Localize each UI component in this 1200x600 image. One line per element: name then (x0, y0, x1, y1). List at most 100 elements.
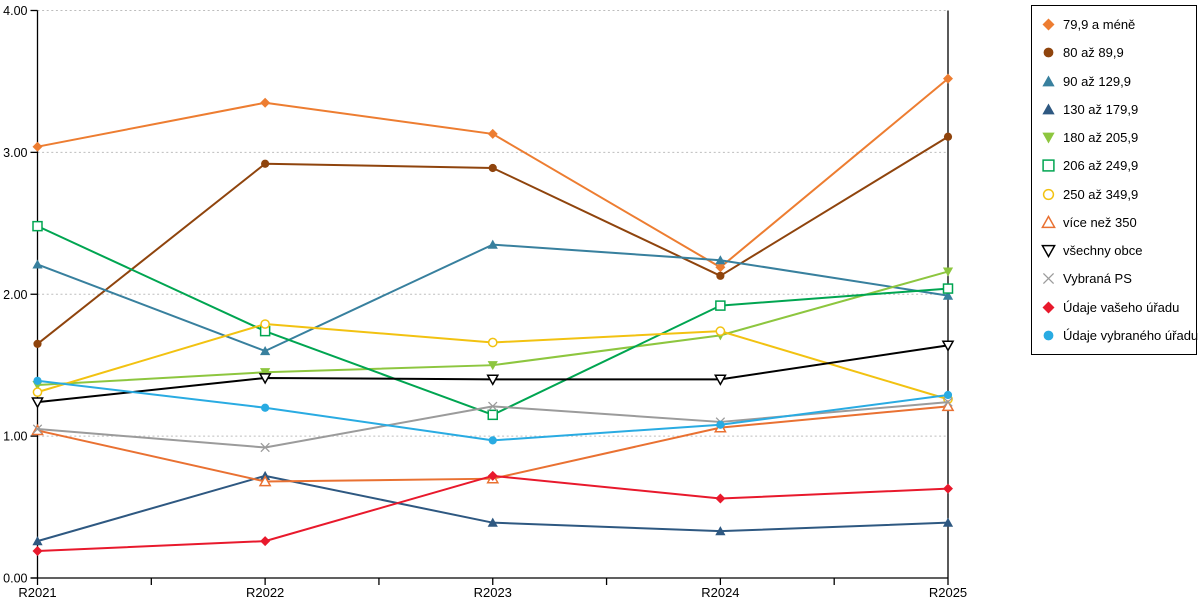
legend-label: Údaje vybraného úřadu (1063, 327, 1199, 343)
triangle-up-marker-icon (487, 239, 498, 249)
x-open-icon (1042, 273, 1055, 285)
triangle-up-open-icon (1041, 214, 1056, 229)
triangle-up-marker-icon (1042, 75, 1055, 86)
triangle-up-marker-icon (260, 346, 271, 356)
legend-item: Vybraná PS (1041, 271, 1192, 286)
circle-marker-icon (715, 326, 726, 336)
triangle-down-marker-icon (260, 368, 271, 378)
y-tick-label: 4.00 (3, 4, 27, 18)
circle-open-icon (1042, 188, 1055, 200)
square-marker-icon (1042, 159, 1055, 172)
triangle-down-open-icon (1041, 244, 1056, 259)
triangle-down-marker-icon (258, 373, 272, 385)
legend: 79,9 a méně 80 až 89,9 90 až 129,9 130 až 1… (1031, 5, 1198, 355)
triangle-up-marker-icon (32, 259, 43, 269)
triangle-down-marker-icon (1041, 244, 1056, 259)
legend-item: Údaje vybraného úřadu (1041, 328, 1198, 343)
x-marker-icon (1042, 273, 1055, 285)
legend-label: 79,9 a méně (1063, 17, 1136, 32)
legend-label: Vybraná PS (1063, 271, 1132, 287)
x-tick-label: R2023 (474, 585, 512, 600)
circle-marker-icon (1043, 47, 1054, 58)
x-tick-label: R2022 (246, 585, 284, 600)
circle-marker-icon (1043, 330, 1054, 341)
square-marker-icon (32, 220, 43, 232)
x-marker-icon (488, 401, 498, 412)
series-line (36, 225, 949, 416)
circle-marker-icon (943, 132, 953, 141)
diamond-marker-icon (715, 262, 726, 273)
diamond-marker-icon (943, 483, 953, 494)
y-tick-label: 1.00 (3, 430, 27, 444)
circle-marker-icon (32, 387, 43, 397)
diamond-marker-icon (260, 97, 271, 108)
circle-icon (1043, 330, 1054, 341)
legend-item: 79,9 a méně (1041, 17, 1192, 32)
triangle-down-marker-icon (713, 374, 727, 386)
square-marker-icon (942, 283, 954, 294)
circle-marker-icon (488, 163, 497, 173)
diamond-marker-icon (1042, 18, 1055, 31)
triangle-down-marker-icon (942, 267, 954, 277)
circle-marker-icon (487, 337, 498, 348)
legend-label: 180 až 205,9 (1063, 130, 1139, 146)
triangle-up-marker-icon (942, 290, 954, 300)
legend-label: 206 až 249,9 (1063, 158, 1139, 174)
circle-marker-icon (260, 319, 270, 329)
x-tick-label: R2021 (18, 585, 56, 600)
legend-label: více než 350 (1063, 214, 1137, 230)
diamond-marker-icon (1042, 301, 1055, 314)
triangle-up-icon (1042, 103, 1055, 115)
diamond-marker-icon (487, 470, 498, 481)
diamond-marker-icon (487, 128, 498, 139)
diamond-marker-icon (260, 536, 271, 547)
triangle-down-marker-icon (941, 340, 955, 352)
legend-label: všechny obce (1063, 243, 1143, 259)
series-line (36, 344, 949, 404)
triangle-up-marker-icon (1041, 214, 1056, 229)
diamond-icon (1042, 301, 1055, 314)
triangle-up-marker-icon (715, 526, 726, 536)
circle-marker-icon (488, 436, 497, 445)
triangle-up-marker-icon (941, 399, 955, 412)
circle-marker-icon (261, 403, 270, 412)
x-tick-label: R2024 (701, 585, 739, 600)
legend-item: všechny obce (1041, 243, 1192, 259)
y-tick-label: 3.00 (3, 146, 27, 160)
triangle-up-icon (1042, 75, 1055, 86)
y-tick-label: 2.00 (3, 288, 27, 302)
x-marker-icon (943, 397, 953, 407)
circle-marker-icon (33, 376, 42, 385)
legend-item: Údaje vašeho úřadu (1041, 300, 1192, 315)
legend-label: 90 až 129,9 (1063, 73, 1131, 89)
circle-marker-icon (716, 420, 725, 429)
triangle-down-marker-icon (1042, 132, 1055, 144)
triangle-up-marker-icon (942, 517, 954, 527)
x-marker-icon (32, 424, 43, 434)
diamond-icon (1042, 18, 1055, 31)
square-marker-icon (715, 300, 726, 311)
legend-label: 130 až 179,9 (1063, 101, 1139, 117)
diamond-marker-icon (943, 73, 953, 84)
triangle-down-marker-icon (486, 374, 500, 386)
legend-item: 180 až 205,9 (1041, 130, 1192, 145)
circle-marker-icon (943, 390, 953, 400)
circle-marker-icon (1042, 188, 1055, 200)
triangle-up-marker-icon (715, 255, 726, 265)
triangle-down-marker-icon (31, 397, 44, 409)
diamond-marker-icon (32, 141, 43, 152)
triangle-up-marker-icon (487, 517, 498, 527)
square-marker-icon (487, 409, 498, 421)
x-tick-label: R2025 (929, 585, 967, 600)
legend-item: 90 až 129,9 (1041, 74, 1192, 89)
circle-marker-icon (261, 159, 270, 168)
series-line (36, 474, 949, 543)
square-open-icon (1042, 159, 1055, 172)
legend-item: 130 až 179,9 (1041, 102, 1192, 117)
circle-icon (1043, 47, 1054, 58)
circle-marker-icon (716, 271, 725, 280)
triangle-up-marker-icon (32, 536, 43, 546)
triangle-down-marker-icon (487, 361, 498, 371)
triangle-down-icon (1042, 132, 1055, 144)
